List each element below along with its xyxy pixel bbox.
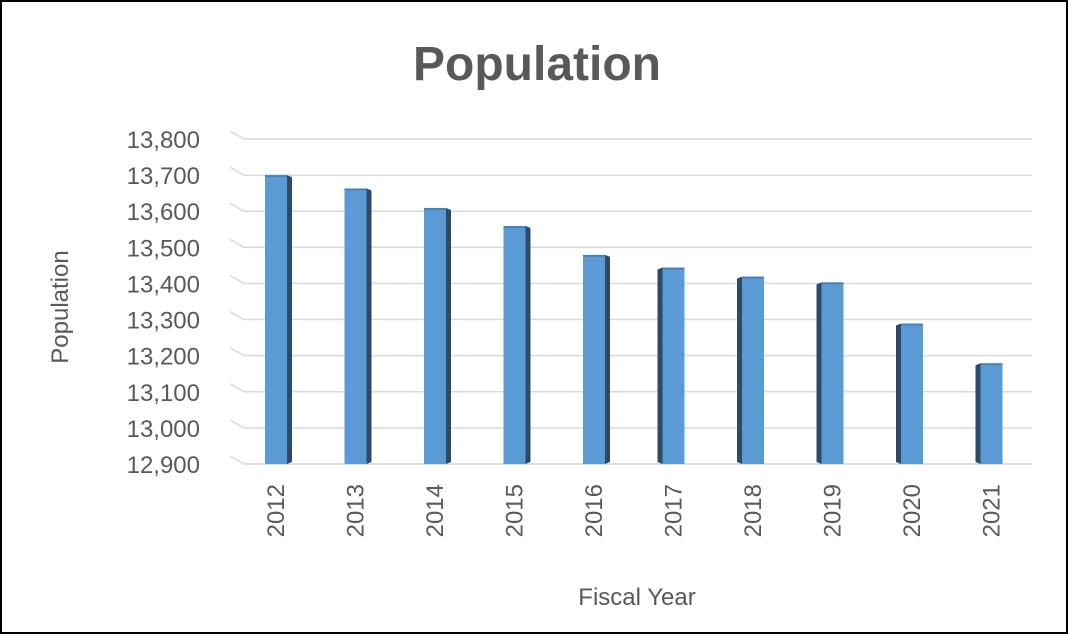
x-axis-ticks: 2012 2013 2014 2015 2016 2017 2018 2019 2020 2021	[263, 484, 1006, 537]
x-tick-label: 2015	[502, 484, 529, 537]
bar	[424, 208, 451, 464]
bar	[737, 277, 764, 464]
bar	[583, 255, 610, 464]
y-tick-label: 13,300	[127, 308, 200, 335]
bar	[658, 268, 685, 464]
x-axis-label: Fiscal Year	[578, 584, 695, 611]
y-tick-label: 13,400	[127, 271, 200, 298]
y-tick-label: 13,700	[127, 163, 200, 190]
y-tick-label: 13,200	[127, 344, 200, 371]
x-tick-label: 2017	[661, 484, 688, 537]
x-tick-label: 2021	[979, 484, 1006, 537]
y-tick-label: 13,100	[127, 380, 200, 407]
x-tick-label: 2016	[581, 484, 608, 537]
bar	[896, 324, 923, 464]
x-tick-label: 2019	[820, 484, 847, 537]
bar	[265, 175, 292, 464]
gridline	[230, 131, 1032, 139]
x-tick-label: 2013	[343, 484, 370, 537]
y-tick-label: 13,800	[127, 127, 200, 154]
x-tick-label: 2012	[263, 484, 290, 537]
x-tick-label: 2018	[740, 484, 767, 537]
x-tick-label: 2020	[899, 484, 926, 537]
gridline	[230, 167, 1032, 175]
x-tick-label: 2014	[422, 484, 449, 537]
y-tick-label: 13,500	[127, 235, 200, 262]
bar	[817, 282, 844, 464]
y-tick-label: 13,600	[127, 199, 200, 226]
bar	[976, 363, 1003, 464]
bar	[504, 226, 531, 464]
y-axis-label: Population	[47, 250, 74, 363]
y-tick-label: 13,000	[127, 416, 200, 443]
chart-title: Population	[413, 38, 661, 91]
bar	[345, 188, 372, 464]
y-tick-label: 12,900	[127, 452, 200, 479]
y-axis-ticks: 12,900 13,000 13,100 13,200 13,300 13,400 13,5…	[127, 127, 200, 479]
